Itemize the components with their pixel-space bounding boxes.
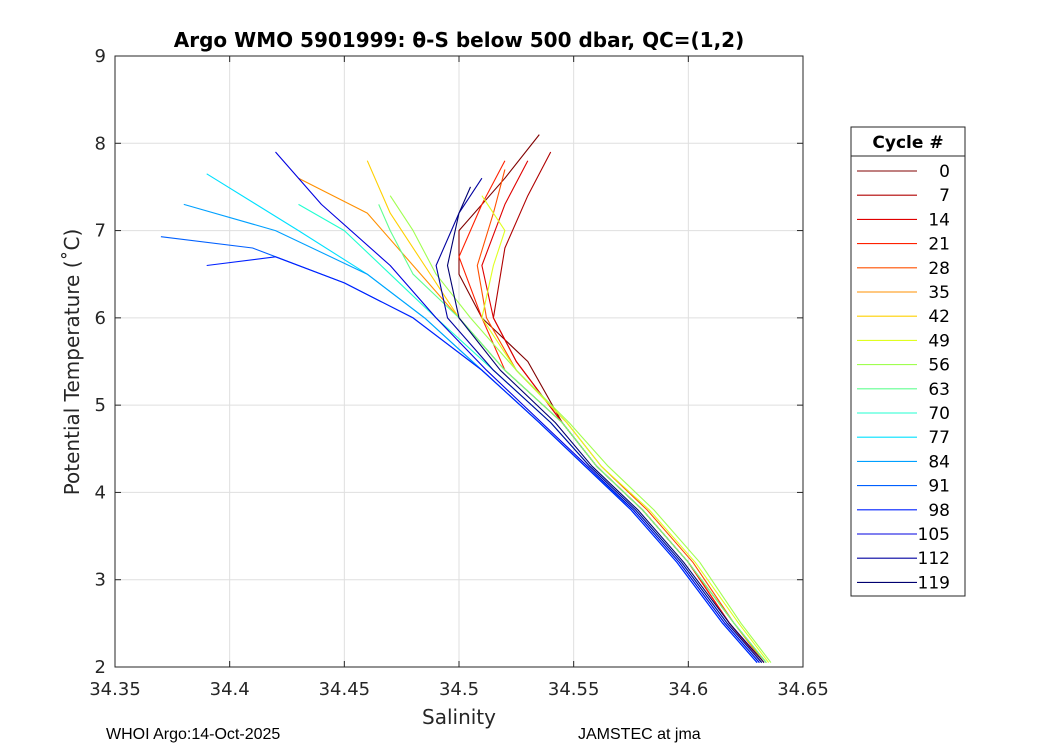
legend-label-98: 98: [928, 501, 950, 521]
legend-label-7: 7: [939, 186, 950, 206]
y-tick-label: 5: [95, 395, 106, 416]
x-tick-label: 34.5: [439, 679, 479, 700]
legend-label-42: 42: [928, 307, 950, 327]
legend-label-91: 91: [928, 477, 950, 497]
series-line-cycle-49: [481, 195, 770, 663]
y-tick-label: 7: [95, 221, 106, 242]
axis-ticks: 34.35 34.4 34.45 34.5 34.55 34.6 34.65 2 3 4 5 6 7 8 9: [89, 46, 829, 700]
y-tick-label: 2: [95, 657, 106, 678]
legend-title: Cycle #: [872, 133, 943, 153]
footer-left: WHOI Argo:14-Oct-2025: [106, 726, 281, 743]
series-line-cycle-105: [275, 151, 760, 663]
legend-label-0: 0: [939, 162, 950, 182]
y-tick-label: 6: [95, 308, 106, 329]
x-axis-label: Salinity: [422, 705, 496, 729]
y-tick-label: 3: [95, 570, 106, 591]
x-tick-label: 34.65: [777, 679, 829, 700]
series-line-cycle-56: [389, 195, 772, 663]
x-tick-label: 34.35: [89, 679, 141, 700]
legend-label-14: 14: [928, 210, 950, 230]
legend-label-21: 21: [928, 235, 950, 255]
series-lines: [160, 134, 772, 663]
legend-label-84: 84: [928, 452, 950, 472]
x-tick-label: 34.6: [668, 679, 708, 700]
legend-label-49: 49: [928, 331, 950, 351]
legend-label-105: 105: [918, 525, 950, 545]
legend-label-63: 63: [928, 380, 950, 400]
chart-title: Argo WMO 5901999: θ-S below 500 dbar, QC…: [174, 28, 744, 52]
series-line-cycle-119: [446, 186, 765, 663]
series-line-cycle-63: [378, 204, 767, 663]
footer-right: JAMSTEC at jma: [578, 726, 701, 743]
y-tick-label: 9: [95, 46, 106, 67]
y-tick-label: 4: [95, 482, 106, 503]
legend-box: [850, 126, 966, 597]
legend-label-70: 70: [928, 404, 950, 424]
legend-label-119: 119: [918, 573, 950, 593]
y-tick-label: 8: [95, 133, 106, 154]
series-line-cycle-98: [206, 256, 758, 663]
x-tick-label: 34.45: [319, 679, 371, 700]
series-line-cycle-112: [435, 177, 763, 663]
legend-label-112: 112: [918, 549, 950, 569]
x-tick-label: 34.55: [548, 679, 600, 700]
legend-label-56: 56: [928, 356, 950, 376]
x-tick-label: 34.4: [210, 679, 250, 700]
legend-label-35: 35: [928, 283, 950, 303]
y-axis-label: Potential Temperature (˚C): [60, 229, 84, 496]
legend: Cycle # 0 7 14 21 28 35 42 49 56 63 70 77 84 91 98 105 1…: [850, 126, 966, 597]
legend-label-77: 77: [928, 428, 950, 448]
legend-label-28: 28: [928, 259, 950, 279]
